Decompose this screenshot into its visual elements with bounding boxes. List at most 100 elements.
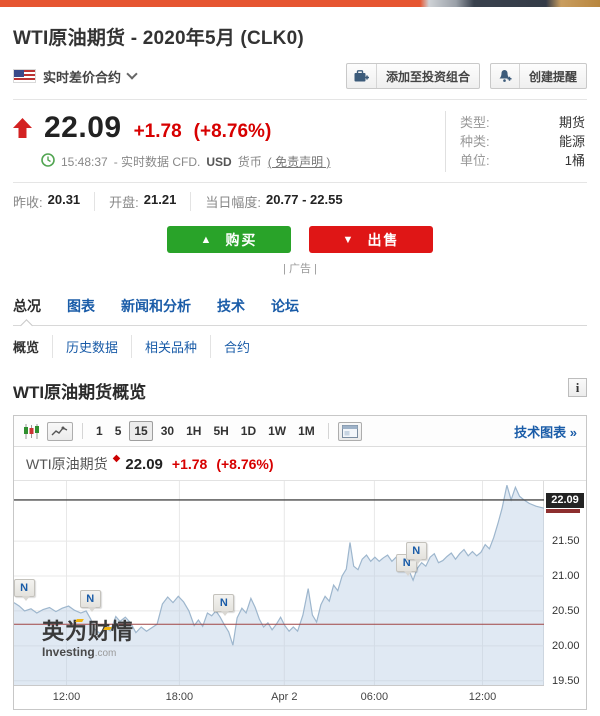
info-icon[interactable]: i	[568, 378, 587, 397]
x-axis-label: Apr 2	[271, 691, 298, 703]
sub-tab[interactable]: 概览	[13, 340, 40, 355]
quote-time: 15:48:37	[61, 154, 108, 169]
us-flag-icon	[13, 69, 36, 83]
meta-value: 期货	[558, 115, 585, 130]
quote-note: - 实时数据 CFD.	[113, 155, 201, 169]
instrument-meta-panel: 类型: 期货种类: 能源单位: 1桶	[445, 111, 587, 172]
timeframe-button[interactable]: 1	[96, 424, 103, 438]
ad-label: | 广告 |	[283, 263, 317, 275]
chart-widget: 1 5 15 30 1H 5H 1D 1W 1M 技术图表 » WTI原油期货 ◆ 22.09 …	[13, 415, 587, 710]
stat-item: 当日幅度: 20.77 - 22.55	[190, 192, 356, 211]
quote-currency: USD	[206, 154, 232, 169]
watermark-en: Investing	[42, 645, 95, 659]
y-axis-label: 21.00	[552, 570, 580, 582]
instrument-header-row: 实时差价合约 添加至投资组合 创建提醒	[13, 63, 587, 89]
stat-value: 20.77 - 22.55	[265, 192, 343, 207]
chart-legend: WTI原油期货 ◆ 22.09 +1.78 (+8.76%)	[14, 447, 586, 480]
y-axis-label: 20.50	[552, 604, 580, 617]
x-axis-label: 12:00	[468, 691, 497, 703]
main-tab[interactable]: 总况	[13, 298, 41, 314]
sell-label: 出售	[367, 231, 400, 248]
chart-series-name: WTI原油期货	[26, 456, 108, 472]
sub-tab[interactable]: 相关品种	[131, 335, 210, 358]
timeframe-button[interactable]: 5H	[213, 424, 229, 438]
chart-last-price: 22.09	[125, 456, 163, 473]
buy-label: 购买	[225, 231, 258, 248]
stat-value: 21.21	[143, 192, 177, 207]
timeframe-button[interactable]: 5	[114, 424, 122, 438]
chart-toolbar: 1 5 15 30 1H 5H 1D 1W 1M 技术图表 »	[14, 416, 586, 447]
meta-label: 单位:	[460, 153, 490, 168]
bell-plus-icon	[491, 64, 520, 88]
timeframe-button[interactable]: 1D	[240, 424, 257, 438]
section-title: WTI原油期货概览	[13, 383, 147, 402]
price-change-percent: (+8.76%)	[193, 121, 272, 142]
sell-arrow-icon: ▼	[342, 233, 354, 246]
instrument-meta-row: 类型: 期货	[460, 113, 585, 132]
news-marker[interactable]: N	[405, 542, 427, 565]
x-axis-label: 12:00	[52, 691, 81, 703]
technical-chart-link[interactable]: 技术图表 »	[514, 424, 577, 440]
main-tab[interactable]: 技术	[217, 298, 245, 314]
timeframe-button[interactable]: 30	[160, 424, 175, 438]
sub-tab[interactable]: 历史数据	[52, 335, 131, 358]
add-to-portfolio-button[interactable]: 添加至投资组合	[345, 63, 480, 89]
sub-tab-bar: 概览 历史数据 相关品种 合约	[13, 335, 587, 358]
price-up-arrow-icon	[13, 117, 32, 143]
instrument-meta-row: 种类: 能源	[460, 132, 585, 151]
stat-label: 开盘:	[109, 195, 139, 210]
price-change: +1.78	[133, 121, 182, 142]
daily-stats-row: 昨收: 20.31 开盘: 21.21 当日幅度: 20.77 - 22.55	[13, 192, 587, 211]
y-axis-label: 20.00	[552, 639, 580, 652]
y-axis-label: 19.50	[552, 674, 580, 687]
portfolio-plus-icon	[347, 64, 377, 88]
timeframe-button[interactable]: 1W	[268, 424, 287, 438]
market-selector-dropdown[interactable]: 实时差价合约	[13, 67, 138, 86]
clock-icon	[41, 153, 55, 170]
create-alert-button[interactable]: 创建提醒	[489, 63, 587, 89]
line-chart-icon[interactable]	[47, 421, 73, 441]
meta-label: 种类:	[460, 134, 490, 149]
sell-button[interactable]: ▼ 出售	[309, 226, 433, 253]
x-axis: 12:00 18:00 Apr 2 06:00 12:00	[14, 685, 544, 709]
news-marker[interactable]: N	[79, 590, 101, 613]
chevron-down-icon	[126, 68, 138, 80]
stat-item: 昨收: 20.31	[13, 192, 94, 211]
page-title: WTI原油期货 - 2020年5月 (CLK0)	[13, 28, 304, 49]
quote-currency-word: 货币	[237, 155, 262, 169]
stat-label: 昨收:	[13, 195, 43, 210]
prev-price-tag	[546, 508, 580, 513]
news-marker[interactable]: N	[13, 578, 35, 601]
top-ad-banner[interactable]	[0, 0, 600, 7]
chart-change-percent: (+8.76%)	[216, 456, 274, 472]
timeframe-button[interactable]: 1H	[186, 424, 202, 438]
news-marker[interactable]: N	[213, 593, 235, 616]
meta-value: 1桶	[564, 153, 585, 168]
divider	[13, 99, 587, 100]
main-tab[interactable]: 图表	[67, 298, 95, 314]
instrument-meta-row: 单位: 1桶	[460, 151, 585, 170]
watermark-cn: 英为财情	[42, 619, 135, 644]
calendar-icon[interactable]	[337, 421, 362, 441]
timeframe-button[interactable]: 1M	[298, 424, 315, 438]
last-price: 22.09	[44, 111, 122, 144]
market-selector-label: 实时差价合约	[43, 69, 122, 85]
create-alert-label: 创建提醒	[528, 69, 577, 84]
candlestick-chart-icon[interactable]	[23, 423, 40, 440]
realtime-marker-icon: ◆	[112, 453, 121, 464]
buy-arrow-icon: ▲	[200, 233, 212, 246]
disclaimer-link[interactable]: ( 免责声明 )	[267, 155, 331, 169]
divider	[13, 182, 587, 183]
sub-tab[interactable]: 合约	[210, 335, 263, 358]
meta-label: 类型:	[460, 115, 490, 130]
toolbar-separator	[82, 423, 83, 439]
timeframe-button[interactable]: 15	[129, 421, 153, 441]
main-tab[interactable]: 论坛	[271, 298, 299, 314]
meta-value: 能源	[558, 134, 585, 149]
investing-watermark: 英为财情 Investing.com	[42, 614, 134, 659]
main-tab[interactable]: 新闻和分析	[121, 298, 191, 314]
main-tab-bar: 总况 图表 新闻和分析 技术 论坛	[13, 290, 587, 326]
buy-button[interactable]: ▲ 购买	[167, 226, 291, 253]
